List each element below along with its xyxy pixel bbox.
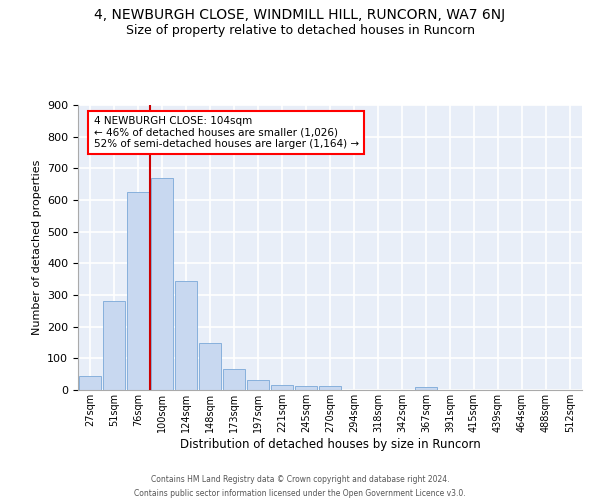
Text: 4, NEWBURGH CLOSE, WINDMILL HILL, RUNCORN, WA7 6NJ: 4, NEWBURGH CLOSE, WINDMILL HILL, RUNCOR… <box>94 8 506 22</box>
Bar <box>127 192 149 390</box>
Bar <box>415 387 437 390</box>
Text: 4 NEWBURGH CLOSE: 104sqm
← 46% of detached houses are smaller (1,026)
52% of sem: 4 NEWBURGH CLOSE: 104sqm ← 46% of detach… <box>94 116 359 150</box>
Y-axis label: Number of detached properties: Number of detached properties <box>32 160 41 335</box>
Bar <box>319 386 341 390</box>
Text: Contains HM Land Registry data © Crown copyright and database right 2024.
Contai: Contains HM Land Registry data © Crown c… <box>134 476 466 498</box>
Bar <box>223 370 245 390</box>
Bar <box>271 384 293 390</box>
Bar <box>151 178 173 390</box>
Bar <box>247 380 269 390</box>
Bar <box>79 376 101 390</box>
Text: Size of property relative to detached houses in Runcorn: Size of property relative to detached ho… <box>125 24 475 37</box>
Bar <box>295 386 317 390</box>
Bar <box>175 282 197 390</box>
Bar <box>103 302 125 390</box>
X-axis label: Distribution of detached houses by size in Runcorn: Distribution of detached houses by size … <box>179 438 481 450</box>
Bar <box>199 343 221 390</box>
